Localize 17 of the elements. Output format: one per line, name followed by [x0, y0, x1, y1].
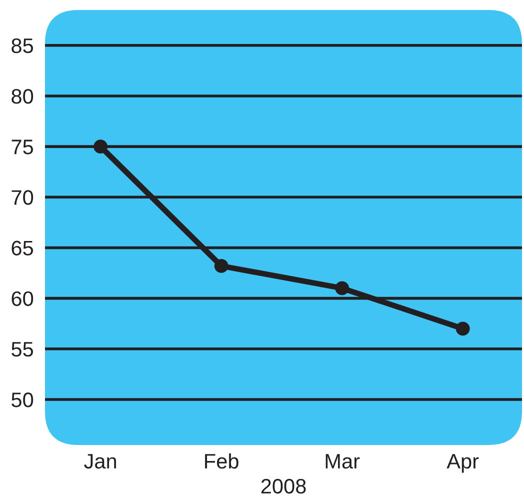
y-tick-label: 60 — [12, 291, 34, 306]
y-tick-label: 65 — [12, 240, 34, 256]
point — [456, 322, 470, 336]
x-tick-label: Mar — [326, 454, 360, 469]
y-tick-label: 50 — [12, 392, 34, 408]
x-tick-label: Jan — [84, 454, 116, 469]
point — [94, 140, 108, 154]
x-axis-title: 2008 — [261, 478, 306, 494]
y-tick-label: 55 — [12, 342, 34, 357]
y-tick-label: 80 — [12, 88, 34, 104]
x-tick-label: Feb — [205, 453, 238, 469]
y-tick-label: 75 — [12, 140, 34, 154]
point — [335, 281, 350, 296]
y-tick-label: 85 — [12, 38, 34, 54]
point — [214, 258, 228, 273]
x-tick-label: Apr — [446, 454, 479, 473]
y-tick-label: 70 — [12, 190, 34, 205]
